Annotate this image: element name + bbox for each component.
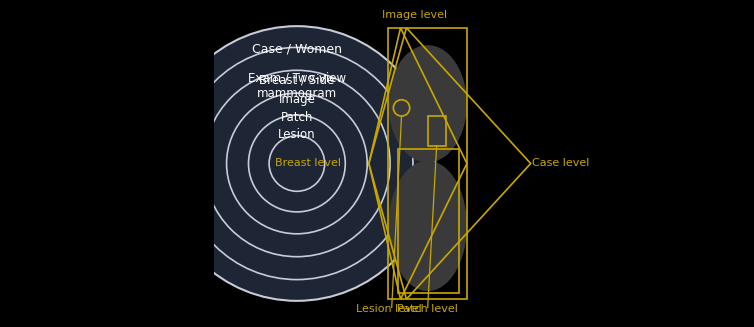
Text: Patch level: Patch level <box>397 304 458 314</box>
Text: Breast / Side: Breast / Side <box>259 74 335 87</box>
Bar <box>388 28 467 299</box>
Text: Exam / Two-view
mammogram: Exam / Two-view mammogram <box>248 72 346 100</box>
Text: Breast level: Breast level <box>275 159 341 168</box>
Text: Patch: Patch <box>280 111 313 124</box>
Ellipse shape <box>388 45 467 163</box>
Text: Image level: Image level <box>382 10 447 20</box>
Text: Case level: Case level <box>532 159 590 168</box>
Text: Case / Women: Case / Women <box>252 43 342 56</box>
Text: Lesion level: Lesion level <box>356 304 421 314</box>
Text: Lesion: Lesion <box>278 128 316 141</box>
Circle shape <box>160 26 434 301</box>
Ellipse shape <box>388 161 467 291</box>
Bar <box>428 116 446 146</box>
Bar <box>398 149 458 293</box>
Text: Image: Image <box>278 93 315 106</box>
